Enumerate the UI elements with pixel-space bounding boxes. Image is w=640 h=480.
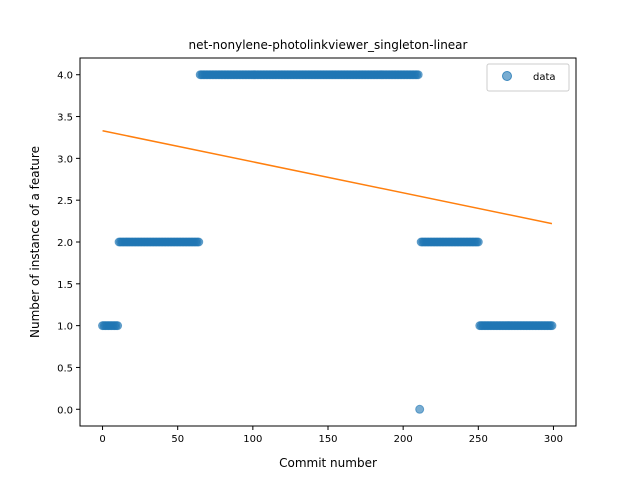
legend-box	[486, 63, 570, 92]
y-tick-label: 4.0	[57, 71, 73, 82]
data-point	[413, 70, 423, 80]
x-tick-label: 50	[171, 434, 184, 445]
x-tick-label: 300	[544, 434, 563, 445]
data-point	[415, 404, 425, 414]
y-tick-label: 1.0	[57, 322, 73, 333]
y-tick-label: 2.0	[57, 238, 73, 249]
y-tick-label: 3.0	[57, 154, 73, 165]
data-point	[113, 321, 123, 331]
x-axis-label: Commit number	[279, 456, 377, 470]
data-point	[194, 237, 204, 247]
x-axis: 0 50 100 150 200 250 300	[99, 426, 563, 445]
chart-title: net-nonylene-photolinkviewer_singleton-l…	[189, 38, 468, 52]
x-tick-label: 0	[99, 434, 105, 445]
x-tick-label: 250	[469, 434, 488, 445]
data-point	[473, 237, 483, 247]
line-layer	[102, 130, 553, 225]
x-tick-label: 150	[318, 434, 337, 445]
y-tick-label: 0.5	[57, 363, 73, 374]
y-tick-label: 3.5	[57, 113, 73, 124]
y-tick-label: 1.5	[57, 280, 73, 291]
legend-marker	[502, 71, 512, 81]
y-axis: 0.0 0.5 1.0 1.5 2.0 2.5 3.0 3.5 4.0	[57, 71, 80, 416]
data-point	[547, 321, 557, 331]
trend-line	[102, 130, 553, 225]
legend: data	[486, 63, 570, 92]
x-tick-label: 100	[243, 434, 262, 445]
y-tick-label: 0.0	[57, 405, 73, 416]
y-tick-label: 2.5	[57, 196, 73, 207]
x-tick-label: 200	[394, 434, 413, 445]
y-axis-label: Number of instance of a feature	[28, 146, 42, 338]
legend-label: data	[533, 72, 556, 83]
points-layer	[98, 70, 557, 414]
